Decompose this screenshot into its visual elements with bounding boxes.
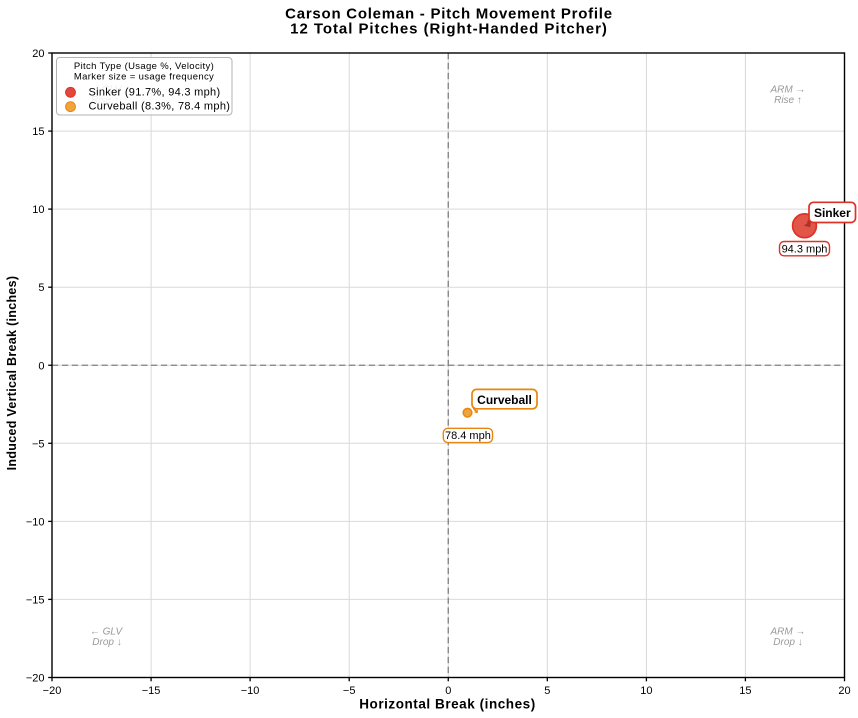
svg-text:94.3 mph: 94.3 mph: [782, 243, 828, 255]
svg-text:0: 0: [38, 360, 44, 372]
svg-text:Curveball (8.3%, 78.4 mph): Curveball (8.3%, 78.4 mph): [89, 101, 231, 113]
svg-text:−5: −5: [32, 438, 45, 450]
svg-text:Horizontal Break (inches): Horizontal Break (inches): [359, 697, 536, 712]
svg-text:−20: −20: [26, 673, 45, 685]
svg-text:15: 15: [32, 126, 44, 138]
svg-text:Sinker (91.7%, 94.3 mph): Sinker (91.7%, 94.3 mph): [89, 86, 221, 98]
svg-text:−15: −15: [142, 685, 161, 697]
svg-text:Carson Coleman - Pitch Movemen: Carson Coleman - Pitch Movement Profile: [285, 6, 613, 23]
svg-text:5: 5: [38, 282, 44, 294]
svg-text:ARM →: ARM →: [770, 627, 806, 638]
svg-text:Rise ↑: Rise ↑: [774, 95, 802, 106]
svg-text:20: 20: [32, 48, 44, 60]
svg-text:5: 5: [544, 685, 550, 697]
svg-text:−10: −10: [241, 685, 260, 697]
svg-text:Sinker: Sinker: [814, 206, 851, 220]
svg-text:15: 15: [739, 685, 751, 697]
svg-text:20: 20: [838, 685, 850, 697]
svg-text:ARM →: ARM →: [770, 85, 806, 96]
svg-text:0: 0: [445, 685, 451, 697]
svg-text:12 Total Pitches (Right-Handed: 12 Total Pitches (Right-Handed Pitcher): [290, 21, 608, 38]
svg-text:Drop ↓: Drop ↓: [92, 637, 121, 648]
svg-text:78.4 mph: 78.4 mph: [445, 430, 491, 442]
svg-text:10: 10: [32, 204, 44, 216]
svg-text:−15: −15: [26, 594, 45, 606]
svg-text:Curveball: Curveball: [477, 393, 532, 407]
svg-text:Pitch Type (Usage %, Velocity): Pitch Type (Usage %, Velocity): [74, 61, 214, 72]
svg-text:← GLV: ← GLV: [90, 627, 124, 638]
svg-text:−5: −5: [343, 685, 356, 697]
svg-text:−10: −10: [26, 516, 45, 528]
svg-text:10: 10: [640, 685, 652, 697]
svg-text:Marker size = usage frequency: Marker size = usage frequency: [74, 71, 214, 82]
svg-text:Drop ↓: Drop ↓: [773, 637, 802, 648]
svg-text:−20: −20: [43, 685, 62, 697]
svg-text:Induced Vertical Break (inches: Induced Vertical Break (inches): [5, 276, 19, 471]
